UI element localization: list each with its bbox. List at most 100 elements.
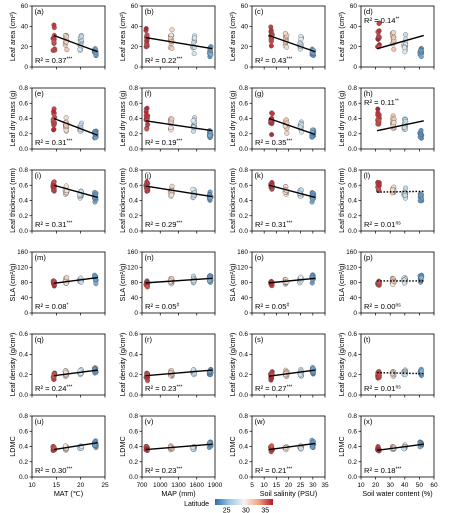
panel-u: 0.0 0.2 0.4 0.6 0.8 10 15 20 25 LDMC MAT (℃) (u) R² … <box>8 413 109 498</box>
data-point <box>51 187 57 193</box>
y-tick-label: 20 <box>350 44 358 51</box>
y-tick-label: 80 <box>241 280 249 287</box>
x-tick-label: 10 <box>28 482 36 489</box>
y-tick-label: 0.2 <box>239 213 248 220</box>
data-point <box>64 47 70 53</box>
y-tick-label: 0.0 <box>239 392 248 399</box>
y-axis-title: Leaf area (cm²) <box>337 12 346 61</box>
data-point <box>298 274 304 280</box>
y-tick-label: 0.8 <box>129 85 138 92</box>
data-point <box>52 120 57 126</box>
y-tick-label: 0.6 <box>19 428 28 435</box>
y-tick-label: 0.2 <box>348 213 357 220</box>
panel-label: (i) <box>35 171 42 180</box>
y-tick-label: 0.8 <box>348 167 357 174</box>
data-point <box>391 30 397 36</box>
legend-tick-label: 30 <box>242 508 250 513</box>
y-axis-title: Leaf thickness (mm) <box>8 168 17 233</box>
regression-line <box>53 117 98 136</box>
plot-frame <box>31 5 106 68</box>
data-point <box>144 32 150 38</box>
y-tick-label: 0.0 <box>19 392 28 399</box>
x-tick-label: 1000 <box>153 482 168 489</box>
y-axis-title: Leaf thickness (mm) <box>118 168 127 233</box>
x-tick-label: 1300 <box>171 482 186 489</box>
x-axis-title: Soil water content (%) <box>362 489 432 498</box>
y-tick-label: 40 <box>131 295 139 302</box>
regression-line <box>376 443 424 452</box>
x-tick-label: 700 <box>137 482 148 489</box>
r2-annotation: R² = 0.19*** <box>145 138 182 147</box>
panel-label: (o) <box>255 253 265 262</box>
y-axis-title: Leaf density (g/cm³) <box>8 333 17 397</box>
significance-mark: *** <box>66 221 72 227</box>
regression-line <box>268 369 316 377</box>
y-tick-label: 80 <box>21 280 29 287</box>
y-tick-label: 0.6 <box>348 100 357 107</box>
significance-mark: *** <box>66 467 72 473</box>
x-tick-label: 20 <box>285 482 293 489</box>
regression-line <box>145 185 213 198</box>
y-tick-label: 0.0 <box>348 146 357 153</box>
y-tick-label: 0 <box>134 310 138 317</box>
y-tick-label: 0.8 <box>348 85 357 92</box>
y-tick-label: 0 <box>244 310 248 317</box>
y-tick-label: 0.4 <box>129 352 138 359</box>
data-point <box>190 118 196 124</box>
y-tick-label: 60 <box>131 3 139 10</box>
significance-mark: *** <box>66 57 72 63</box>
r2-annotation: R² = 0.27*** <box>255 384 292 393</box>
significance-mark: *** <box>286 467 292 473</box>
y-tick-label: 0.4 <box>348 444 357 451</box>
panel-w: 0.0 0.2 0.4 0.6 0.8 5 10 15 20 25 30 35 LDMC Soil sal… <box>228 413 329 498</box>
regression-line <box>53 369 98 377</box>
significance-mark: *** <box>176 221 182 227</box>
data-point <box>282 30 288 36</box>
y-tick-label: 0.6 <box>239 100 248 107</box>
data-point <box>51 109 57 115</box>
data-point <box>375 112 381 118</box>
panel-label: (p) <box>364 253 374 262</box>
y-tick-label: 0.0 <box>239 228 248 235</box>
data-point <box>376 21 382 27</box>
plot-frame <box>360 5 435 68</box>
x-tick-label: 30 <box>309 482 317 489</box>
significance-mark: # <box>286 303 289 309</box>
panel-label: (u) <box>35 417 45 426</box>
data-point <box>169 192 174 198</box>
data-point <box>144 284 150 290</box>
y-tick-label: 0.8 <box>19 85 28 92</box>
y-tick-label: 0.2 <box>348 372 357 379</box>
y-tick-label: 0.4 <box>348 198 357 205</box>
y-axis-title: Leaf dry mass (g) <box>8 91 17 147</box>
y-tick-label: 0.0 <box>19 474 28 481</box>
panel-label: (g) <box>255 89 265 98</box>
regression-line <box>53 276 98 284</box>
data-point <box>51 278 57 284</box>
regression-line <box>376 34 424 50</box>
panel-n: 0 40 80 120 160 SLA (cm²/g) (n) R² = 0.05# <box>118 249 216 317</box>
data-point <box>403 32 409 38</box>
x-tick-label: 35 <box>321 482 329 489</box>
data-point <box>391 120 397 126</box>
panel-x: 0.0 0.2 0.4 0.6 0.8 10 20 30 40 50 60 LDMC Soil wate… <box>337 413 438 498</box>
data-point <box>269 111 275 117</box>
panel-label: (j) <box>145 171 152 180</box>
y-tick-label: 0 <box>24 310 28 317</box>
data-point <box>144 126 150 132</box>
y-tick-label: 0.0 <box>19 228 28 235</box>
y-tick-label: 0.4 <box>129 444 138 451</box>
y-tick-label: 60 <box>21 3 29 10</box>
data-point <box>391 46 397 52</box>
data-point <box>401 280 407 286</box>
x-axis-title: MAT (℃) <box>54 489 83 498</box>
legend-tick-label: 35 <box>261 508 269 513</box>
panel-m: 0 40 80 120 160 SLA (cm²/g) (m) R² = 0.08* <box>8 249 106 317</box>
panel-label: (n) <box>145 253 155 262</box>
r2-annotation: R² = 0.14** <box>364 16 399 25</box>
